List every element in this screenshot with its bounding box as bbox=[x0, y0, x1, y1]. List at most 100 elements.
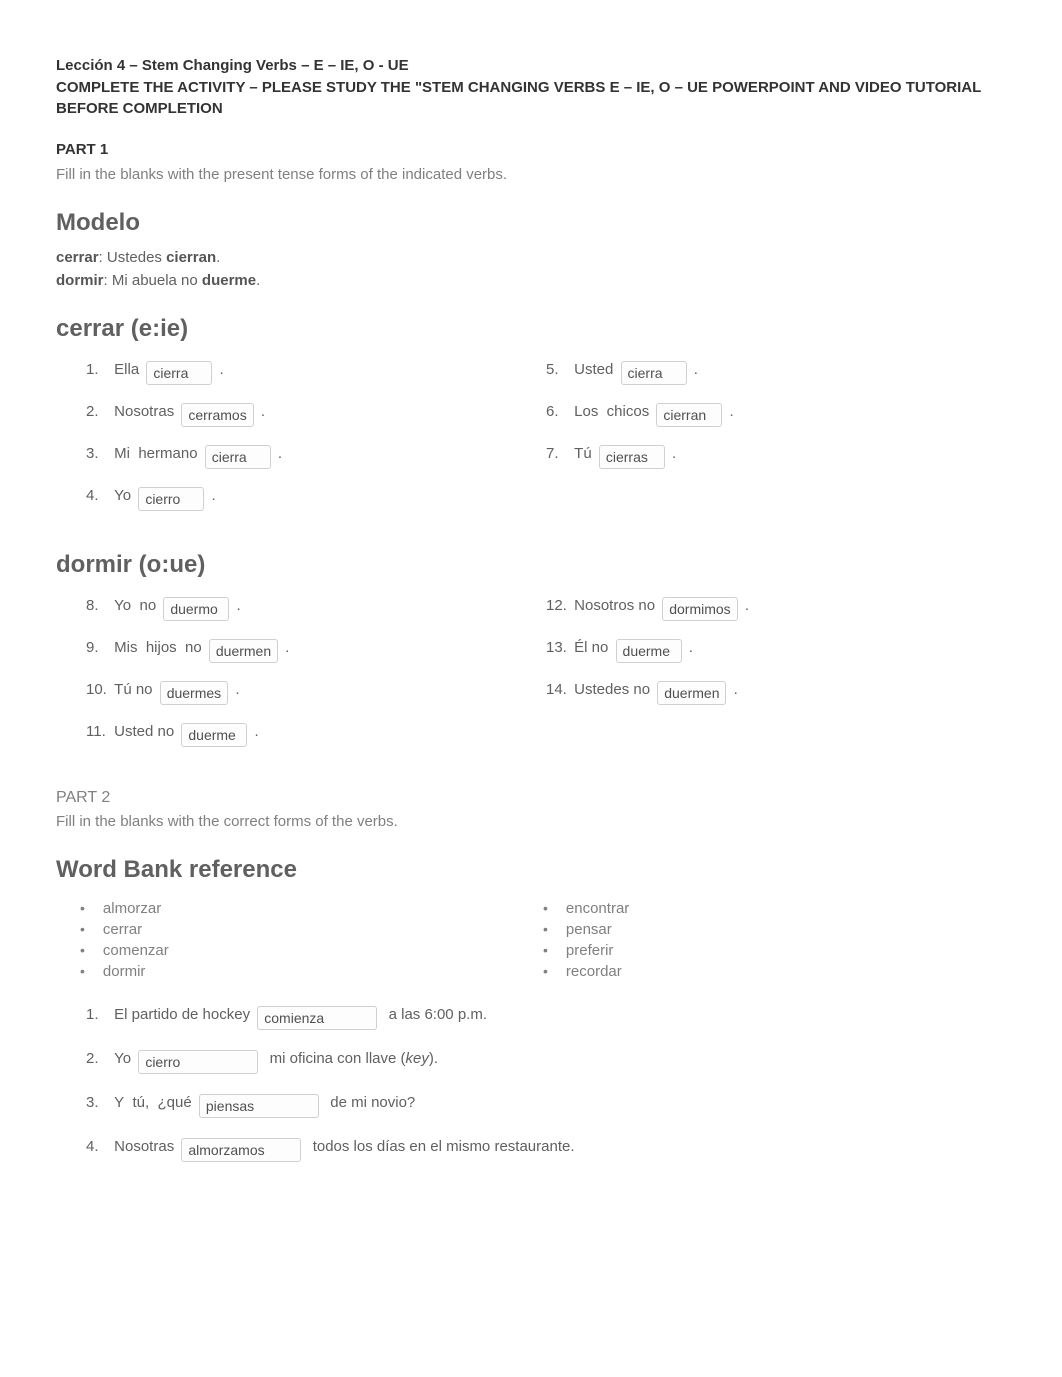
modelo-line-2: dormir: Mi abuela no duerme. bbox=[56, 272, 1006, 289]
item-number: 7. bbox=[546, 445, 570, 462]
item-number: 5. bbox=[546, 361, 570, 378]
wordbank-item: comenzar bbox=[80, 942, 543, 959]
wordbank-item: almorzar bbox=[80, 900, 543, 917]
answer-blank[interactable]: cierra bbox=[146, 361, 212, 385]
modelo-2-end: . bbox=[256, 272, 260, 289]
item-prefix: Ustedes no bbox=[570, 681, 654, 698]
answer-blank[interactable]: cierro bbox=[138, 487, 204, 511]
answer-blank[interactable]: duerme bbox=[181, 723, 247, 747]
item-number: 8. bbox=[86, 597, 110, 614]
wordbank-item: dormir bbox=[80, 963, 543, 980]
modelo-heading: Modelo bbox=[56, 209, 1006, 237]
item-number: 14. bbox=[546, 681, 570, 698]
answer-blank[interactable]: cierra bbox=[621, 361, 687, 385]
modelo-line-1: cerrar: Ustedes cierran. bbox=[56, 249, 1006, 266]
item-number: 1. bbox=[86, 361, 110, 378]
item-prefix: Los chicos bbox=[570, 403, 653, 420]
exercise-item: 7. Tú cierras . bbox=[546, 441, 1006, 465]
exercise-item: 3. Mi hermano cierra . bbox=[86, 441, 546, 465]
exercise-item: 8. Yo no duermo . bbox=[86, 593, 546, 617]
answer-blank[interactable]: duermen bbox=[209, 639, 278, 663]
item-prefix: Tú no bbox=[110, 681, 157, 698]
answer-blank[interactable]: duermen bbox=[657, 681, 726, 705]
item-suffix: . bbox=[250, 723, 258, 740]
item-suffix: . bbox=[232, 597, 240, 614]
wordbank-item: cerrar bbox=[80, 921, 543, 938]
item-suffix: a las 6:00 p.m. bbox=[380, 1006, 487, 1023]
item-suffix: . bbox=[207, 487, 215, 504]
item-number: 6. bbox=[546, 403, 570, 420]
exercise-item: 9. Mis hijos no duermen . bbox=[86, 635, 546, 659]
item-number: 3. bbox=[86, 1094, 110, 1111]
item-number: 2. bbox=[86, 1050, 110, 1067]
modelo-1-answer: cierran bbox=[166, 249, 216, 266]
item-prefix: Mi hermano bbox=[110, 445, 202, 462]
modelo-1-end: . bbox=[216, 249, 220, 266]
exercise-item: 1. Ella cierra . bbox=[86, 357, 546, 381]
part1-instructions: Fill in the blanks with the present tens… bbox=[56, 166, 1006, 183]
item-suffix: . bbox=[725, 403, 733, 420]
answer-blank[interactable]: duerme bbox=[616, 639, 682, 663]
wordbank-item: encontrar bbox=[543, 900, 1006, 917]
answer-blank[interactable]: duermes bbox=[160, 681, 228, 705]
item-suffix-2: ). bbox=[429, 1050, 438, 1067]
item-prefix: Usted bbox=[570, 361, 618, 378]
item-suffix: . bbox=[729, 681, 737, 698]
answer-blank[interactable]: cerramos bbox=[181, 403, 253, 427]
item-number: 9. bbox=[86, 639, 110, 656]
item-prefix: Ella bbox=[110, 361, 143, 378]
exercise-item: 10. Tú no duermes . bbox=[86, 677, 546, 701]
item-number: 2. bbox=[86, 403, 110, 420]
answer-blank[interactable]: cierra bbox=[205, 445, 271, 469]
answer-blank[interactable]: cierran bbox=[656, 403, 722, 427]
item-number: 10. bbox=[86, 681, 110, 698]
modelo-1-mid: : Ustedes bbox=[99, 249, 167, 266]
answer-blank[interactable]: dormimos bbox=[662, 597, 737, 621]
answer-blank[interactable]: piensas bbox=[199, 1094, 319, 1118]
exercise-item: 5. Usted cierra . bbox=[546, 357, 1006, 381]
exercise-item: 3. Y tú, ¿qué piensas de mi novio? bbox=[86, 1090, 1006, 1114]
modelo-2-verb: dormir bbox=[56, 272, 104, 289]
answer-blank[interactable]: duermo bbox=[163, 597, 229, 621]
exercise-item: 12. Nosotros no dormimos . bbox=[546, 593, 1006, 617]
dormir-heading: dormir (o:ue) bbox=[56, 551, 1006, 579]
item-prefix: Yo bbox=[110, 487, 135, 504]
cerrar-grid: 1. Ella cierra .2. Nosotras cerramos .3.… bbox=[86, 357, 1006, 525]
part2-heading: PART 2 bbox=[56, 789, 1006, 807]
answer-blank[interactable]: cierras bbox=[599, 445, 665, 469]
answer-blank[interactable]: comienza bbox=[257, 1006, 377, 1030]
item-prefix: Nosotras bbox=[110, 403, 178, 420]
exercise-item: 6. Los chicos cierran . bbox=[546, 399, 1006, 423]
exercise-item: 1. El partido de hockey comienza a las 6… bbox=[86, 1002, 1006, 1026]
item-number: 3. bbox=[86, 445, 110, 462]
item-prefix: Mis hijos no bbox=[110, 639, 206, 656]
item-suffix: . bbox=[274, 445, 282, 462]
item-suffix: de mi novio? bbox=[322, 1094, 415, 1111]
item-suffix: . bbox=[685, 639, 693, 656]
exercise-item: 4. Yo cierro . bbox=[86, 483, 546, 507]
item-prefix: Nosotros no bbox=[570, 597, 659, 614]
item-prefix: Y tú, ¿qué bbox=[110, 1094, 196, 1111]
wordbank-item: preferir bbox=[543, 942, 1006, 959]
item-prefix: Nosotras bbox=[110, 1138, 178, 1155]
answer-blank[interactable]: almorzamos bbox=[181, 1138, 301, 1162]
item-suffix: . bbox=[741, 597, 749, 614]
item-number: 12. bbox=[546, 597, 570, 614]
wordbank-item: recordar bbox=[543, 963, 1006, 980]
exercise-item: 13. Él no duerme . bbox=[546, 635, 1006, 659]
item-number: 1. bbox=[86, 1006, 110, 1023]
modelo-2-answer: duerme bbox=[202, 272, 256, 289]
item-suffix: . bbox=[281, 639, 289, 656]
item-suffix: . bbox=[231, 681, 239, 698]
item-number: 4. bbox=[86, 1138, 110, 1155]
exercise-item: 2. Nosotras cerramos . bbox=[86, 399, 546, 423]
item-suffix: mi oficina con llave ( bbox=[261, 1050, 405, 1067]
item-number: 4. bbox=[86, 487, 110, 504]
wordbank-heading: Word Bank reference bbox=[56, 856, 1006, 884]
part1-heading: PART 1 bbox=[56, 141, 1006, 158]
item-prefix: Tú bbox=[570, 445, 596, 462]
exercise-item: 11. Usted no duerme . bbox=[86, 719, 546, 743]
modelo-2-mid: : Mi abuela no bbox=[104, 272, 202, 289]
answer-blank[interactable]: cierro bbox=[138, 1050, 258, 1074]
item-prefix: Yo no bbox=[110, 597, 160, 614]
